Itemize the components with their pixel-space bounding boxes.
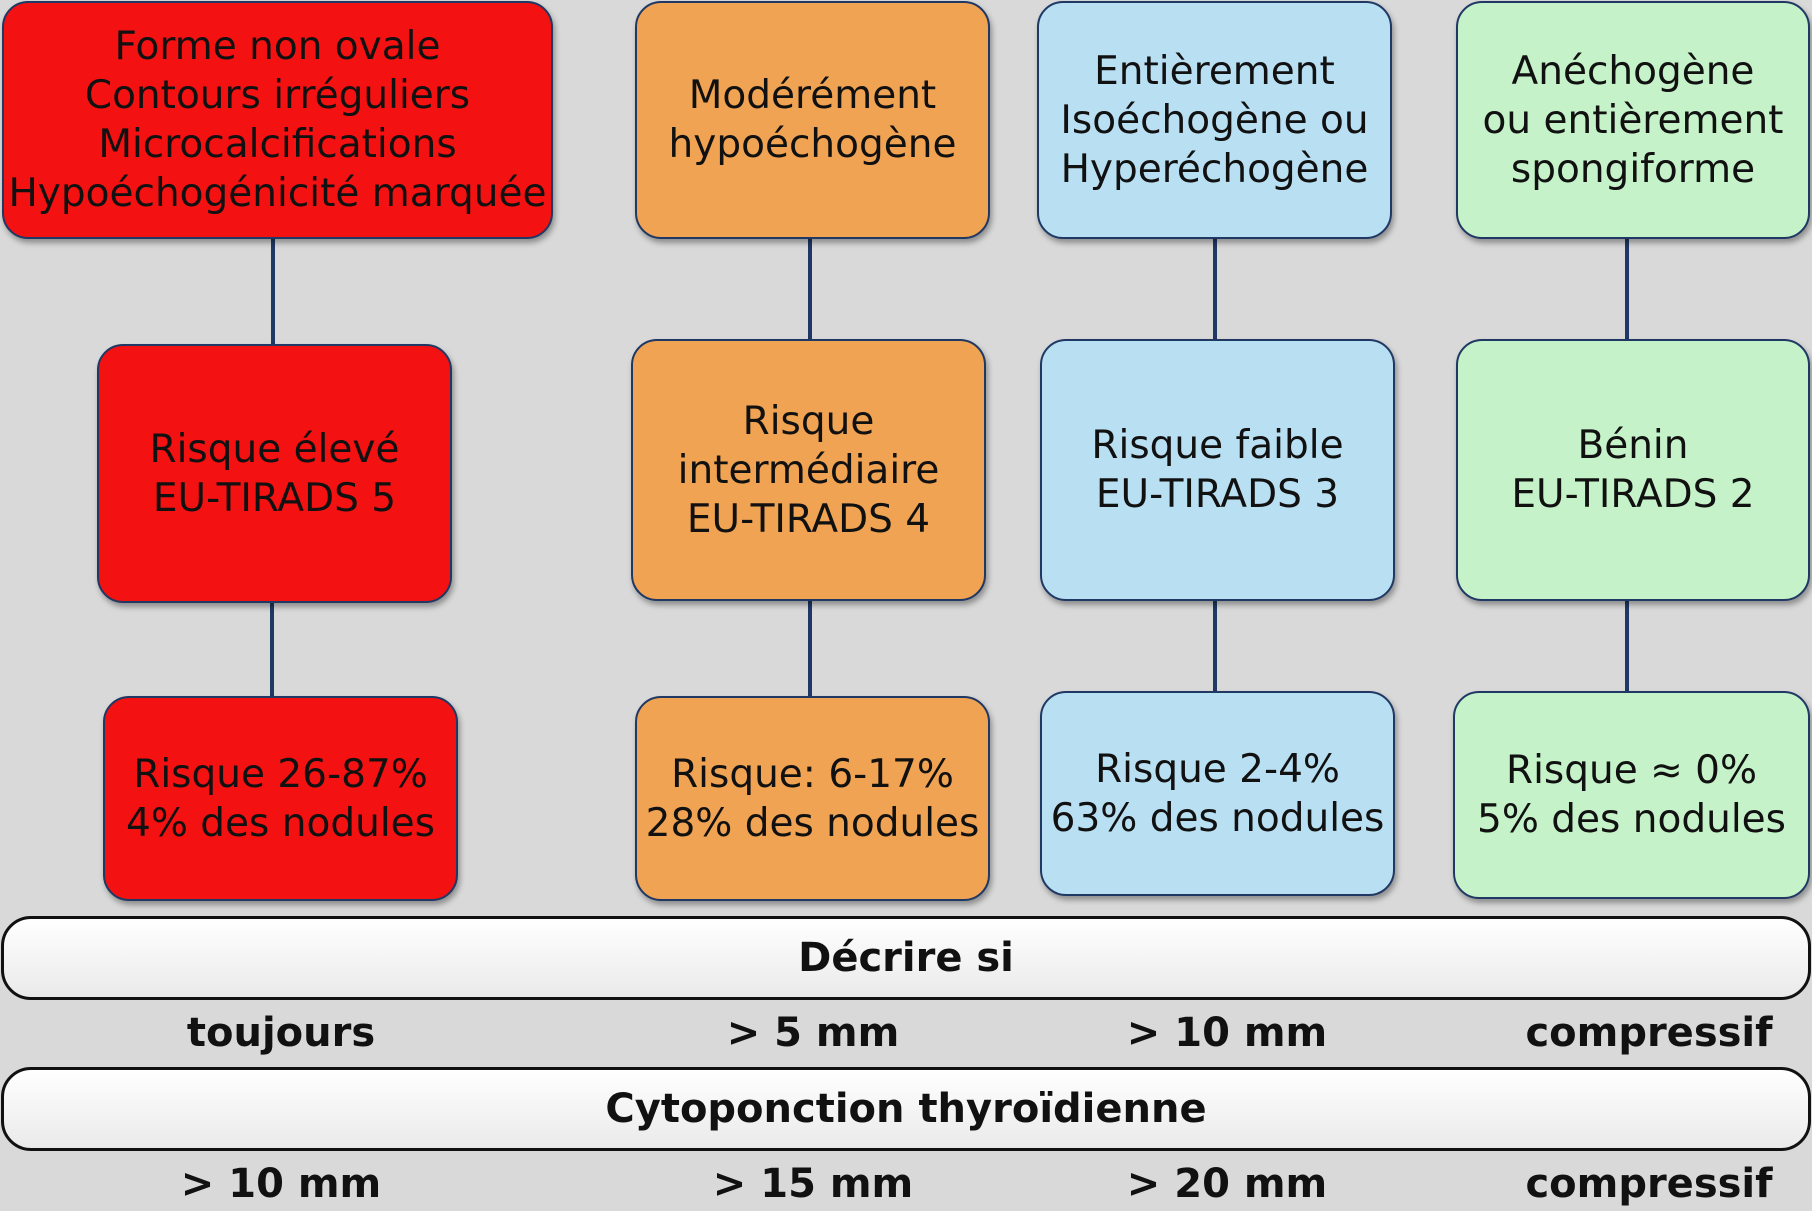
describe-threshold-tirads5: toujours — [186, 1010, 376, 1056]
risk-box-tirads4: Risque intermédiaire EU-TIRADS 4 — [631, 339, 986, 601]
describe-bar: Décrire si — [1, 916, 1811, 1000]
criteria-box-tirads3: Entièrement Isoéchogène ou Hyperéchogène — [1037, 1, 1392, 239]
fna-threshold-tirads4: > 15 mm — [712, 1161, 914, 1207]
risk-box-tirads2: Bénin EU-TIRADS 2 — [1456, 339, 1810, 601]
risk-box-tirads3: Risque faible EU-TIRADS 3 — [1040, 339, 1395, 601]
stats-box-tirads3: Risque 2-4% 63% des nodules — [1040, 691, 1395, 896]
describe-threshold-tirads2: compressif — [1525, 1010, 1773, 1056]
describe-threshold-tirads3: > 10 mm — [1126, 1010, 1328, 1056]
fna-bar: Cytoponction thyroïdienne — [1, 1067, 1811, 1151]
criteria-box-tirads4: Modérément hypoéchogène — [635, 1, 990, 239]
stats-box-tirads5: Risque 26-87% 4% des nodules — [103, 696, 458, 901]
fna-threshold-tirads3: > 20 mm — [1126, 1161, 1328, 1207]
risk-box-tirads5: Risque élevé EU-TIRADS 5 — [97, 344, 452, 603]
describe-threshold-tirads4: > 5 mm — [726, 1010, 900, 1056]
fna-threshold-tirads5: > 10 mm — [180, 1161, 382, 1207]
fna-threshold-tirads2: compressif — [1525, 1161, 1773, 1207]
criteria-box-tirads2: Anéchogène ou entièrement spongiforme — [1456, 1, 1810, 239]
stats-box-tirads2: Risque ≈ 0% 5% des nodules — [1453, 691, 1810, 899]
criteria-box-tirads5: Forme non ovale Contours irréguliers Mic… — [2, 1, 553, 239]
stats-box-tirads4: Risque: 6-17% 28% des nodules — [635, 696, 990, 901]
